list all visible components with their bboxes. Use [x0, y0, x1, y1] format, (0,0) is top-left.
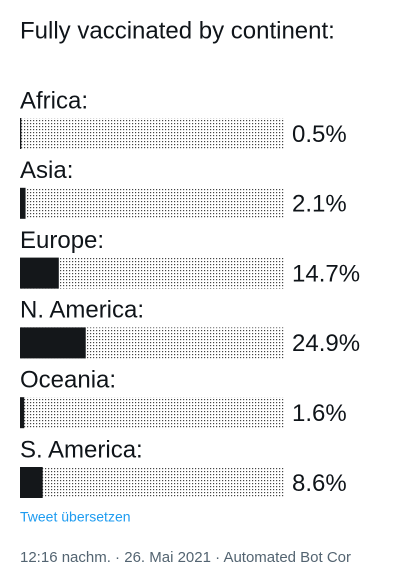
- value-label: 0.5%: [292, 121, 347, 148]
- bar-track: [20, 118, 284, 149]
- bar-track: [20, 397, 284, 429]
- value-label: 2.1%: [292, 191, 347, 218]
- category-label: S. America:: [20, 436, 143, 463]
- bar: [20, 327, 86, 359]
- value-label: 1.6%: [292, 400, 347, 427]
- category-label: Asia:: [20, 157, 73, 184]
- bar-track: [20, 187, 284, 219]
- bar-track: [20, 467, 284, 498]
- bar: [20, 257, 59, 289]
- bar: [20, 118, 22, 149]
- category-label: N. America:: [20, 297, 144, 324]
- category-label: Oceania:: [20, 367, 116, 394]
- category-label: Europe:: [20, 227, 104, 254]
- chart-title: Fully vaccinated by continent:: [20, 17, 335, 44]
- value-label: 14.7%: [292, 260, 360, 287]
- value-label: 8.6%: [292, 470, 347, 497]
- category-label: Africa:: [20, 87, 88, 114]
- value-label: 24.9%: [292, 330, 360, 357]
- tweet-meta: 12:16 nachm. · 26. Mai 2021 · Automated …: [20, 549, 351, 566]
- bar: [20, 397, 25, 429]
- bar: [20, 187, 26, 219]
- translate-link[interactable]: Tweet übersetzen: [20, 509, 131, 525]
- bar-track: [20, 257, 284, 289]
- bar: [20, 467, 43, 498]
